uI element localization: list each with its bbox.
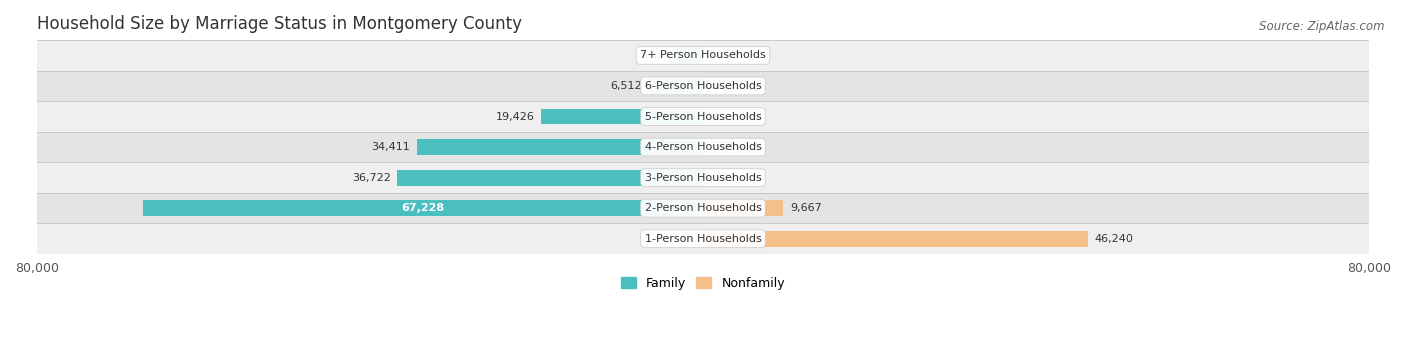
- Bar: [37, 101, 1369, 132]
- Text: 1-Person Households: 1-Person Households: [644, 234, 762, 244]
- Text: 364: 364: [713, 142, 734, 152]
- Bar: [703, 139, 706, 155]
- Text: Household Size by Marriage Status in Montgomery County: Household Size by Marriage Status in Mon…: [37, 15, 522, 33]
- Bar: [37, 71, 1369, 101]
- Text: 4-Person Households: 4-Person Households: [644, 142, 762, 152]
- Bar: [37, 132, 1369, 162]
- Bar: [37, 162, 1369, 193]
- Bar: [676, 47, 703, 63]
- Text: 19,426: 19,426: [496, 112, 534, 121]
- Text: 3-Person Households: 3-Person Households: [644, 173, 762, 183]
- Bar: [143, 200, 703, 216]
- Text: 26: 26: [710, 81, 724, 91]
- Text: 45: 45: [710, 112, 724, 121]
- Bar: [703, 170, 709, 186]
- Text: 36,722: 36,722: [352, 173, 391, 183]
- Text: 6-Person Households: 6-Person Households: [644, 81, 762, 91]
- Bar: [648, 78, 703, 94]
- Text: 7+ Person Households: 7+ Person Households: [640, 50, 766, 60]
- Text: 46,240: 46,240: [1095, 234, 1133, 244]
- Legend: Family, Nonfamily: Family, Nonfamily: [616, 272, 790, 295]
- Bar: [541, 108, 703, 124]
- Text: 9,667: 9,667: [790, 203, 823, 213]
- Bar: [37, 40, 1369, 71]
- Bar: [398, 170, 703, 186]
- Text: 2-Person Households: 2-Person Households: [644, 203, 762, 213]
- Bar: [416, 139, 703, 155]
- Bar: [703, 231, 1088, 247]
- Text: 3,131: 3,131: [638, 50, 671, 60]
- Text: Source: ZipAtlas.com: Source: ZipAtlas.com: [1260, 20, 1385, 33]
- Bar: [703, 200, 783, 216]
- Bar: [37, 193, 1369, 223]
- Text: 67,228: 67,228: [402, 203, 444, 213]
- Text: 6,512: 6,512: [610, 81, 643, 91]
- Text: 5-Person Households: 5-Person Households: [644, 112, 762, 121]
- Text: 34,411: 34,411: [371, 142, 411, 152]
- Text: 702: 702: [716, 173, 737, 183]
- Bar: [37, 223, 1369, 254]
